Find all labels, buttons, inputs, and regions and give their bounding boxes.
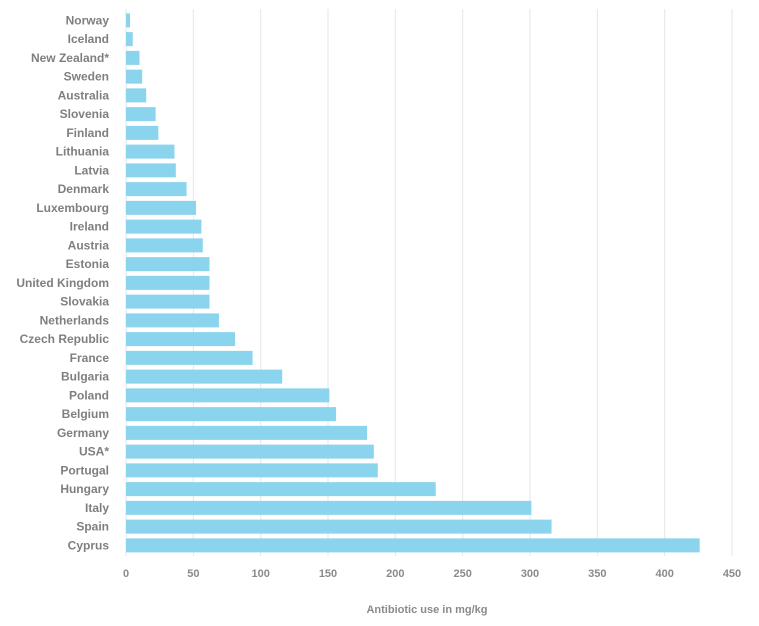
bar-cyprus	[126, 538, 700, 553]
bar-portugal	[126, 463, 378, 478]
category-label: Netherlands	[40, 313, 110, 327]
bar-sweden	[126, 69, 143, 84]
category-label: Australia	[58, 88, 110, 102]
bar-latvia	[126, 163, 176, 178]
category-label: Hungary	[60, 482, 109, 496]
bar-norway	[126, 13, 131, 28]
x-tick-label: 150	[319, 568, 337, 580]
category-label: Czech Republic	[20, 332, 110, 346]
bar-czech-republic	[126, 332, 236, 347]
bar-united-kingdom	[126, 275, 210, 290]
x-tick-label: 250	[453, 568, 471, 580]
grid-lines	[125, 9, 733, 556]
category-label: United Kingdom	[16, 276, 109, 290]
bars	[126, 13, 700, 553]
category-label: Estonia	[66, 257, 110, 271]
category-label: Slovakia	[60, 295, 109, 309]
category-label: Italy	[85, 501, 109, 515]
bar-luxembourg	[126, 200, 197, 215]
x-tick-label: 200	[386, 568, 404, 580]
category-label: New Zealand*	[31, 51, 109, 65]
category-label: Iceland	[68, 32, 109, 46]
category-label: Finland	[66, 126, 109, 140]
category-label: Austria	[68, 238, 110, 252]
category-label: Portugal	[60, 463, 109, 477]
bar-hungary	[126, 482, 436, 497]
bar-estonia	[126, 257, 210, 272]
bar-austria	[126, 238, 203, 253]
category-label: Ireland	[70, 220, 109, 234]
category-label: Spain	[76, 520, 109, 534]
x-tick-label: 50	[187, 568, 199, 580]
category-label: France	[70, 351, 110, 365]
category-label: Lithuania	[56, 145, 110, 159]
x-tick-label: 100	[251, 568, 269, 580]
bar-finland	[126, 125, 159, 140]
bar-iceland	[126, 32, 133, 47]
category-label: Latvia	[74, 163, 109, 177]
x-axis-title: Antibiotic use in mg/kg	[366, 604, 487, 616]
category-label: USA*	[79, 445, 109, 459]
bar-france	[126, 350, 253, 365]
bar-new-zealand	[126, 50, 140, 65]
category-label: Bulgaria	[61, 370, 109, 384]
bar-germany	[126, 425, 368, 440]
category-labels: Norway Iceland New Zealand* Sweden Australia…	[16, 13, 109, 552]
category-label: Luxembourg	[36, 201, 109, 215]
bar-bulgaria	[126, 369, 283, 384]
x-tick-label: 350	[588, 568, 606, 580]
x-tick-label: 300	[521, 568, 539, 580]
x-tick-labels: 0 50 100 150 200 250 300 350 400 450	[123, 568, 741, 580]
x-tick-label: 0	[123, 568, 129, 580]
bar-italy	[126, 500, 532, 515]
bar-poland	[126, 388, 330, 403]
bar-slovakia	[126, 294, 210, 309]
category-label: Germany	[57, 426, 109, 440]
bar-spain	[126, 519, 552, 534]
category-label: Belgium	[62, 407, 109, 421]
category-label: Norway	[66, 13, 110, 27]
bar-usa	[126, 444, 374, 459]
bar-belgium	[126, 407, 337, 422]
category-label: Poland	[69, 388, 109, 402]
bar-lithuania	[126, 144, 175, 159]
category-label: Cyprus	[68, 538, 110, 552]
category-label: Denmark	[58, 182, 110, 196]
bar-netherlands	[126, 313, 219, 328]
x-tick-label: 400	[655, 568, 673, 580]
category-label: Sweden	[64, 70, 109, 84]
x-tick-label: 450	[723, 568, 741, 580]
category-label: Slovenia	[60, 107, 110, 121]
bar-ireland	[126, 219, 202, 234]
bar-slovenia	[126, 107, 156, 122]
bar-australia	[126, 88, 147, 103]
bar-denmark	[126, 182, 187, 197]
